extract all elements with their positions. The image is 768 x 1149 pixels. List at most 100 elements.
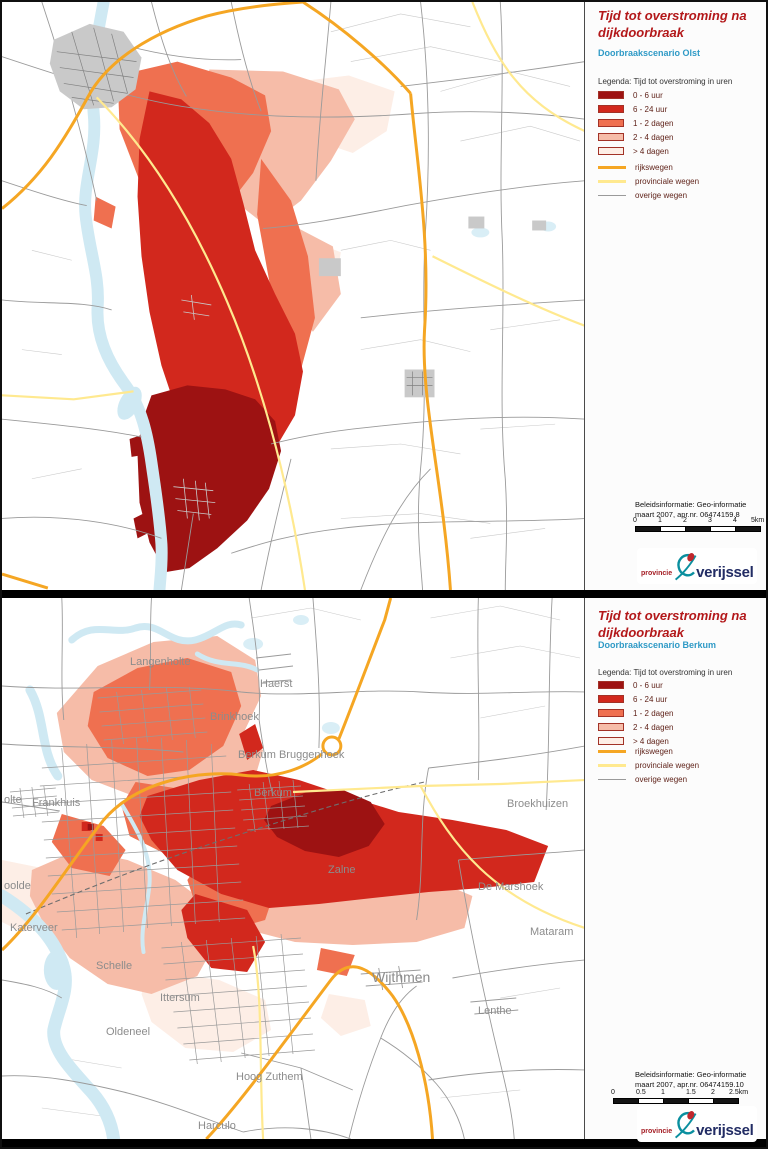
legend-label: 1 - 2 dagen [633, 118, 674, 128]
flood-zone-0-6-uur [87, 789, 385, 857]
flood-legend: 0 - 6 uur 6 - 24 uur 1 - 2 dagen 2 - 4 d… [598, 678, 673, 748]
scenario-subtitle: Doorbraakscenario Olst [598, 48, 701, 58]
legend-item: 1 - 2 dagen [598, 706, 673, 720]
road-legend: rijkswegen provinciale wegen overige weg… [598, 744, 699, 786]
legend-title: Legenda: Tijd tot overstroming in uren [598, 77, 733, 86]
legend-label: 0 - 6 uur [633, 680, 663, 690]
map-panel-olst: Tijd tot overstroming na dijkdoorbraak D… [2, 2, 766, 590]
bottom-border-bar [2, 1139, 766, 1147]
scale-tick: 2 [683, 517, 687, 524]
attribution-line: Beleidsinformatie: Geo-informatie [635, 1070, 747, 1079]
scale-tick: 3 [708, 517, 712, 524]
road-legend-label: rijkswegen [635, 162, 673, 172]
legend-swatch [598, 105, 624, 113]
legend-label: 2 - 4 dagen [633, 132, 674, 142]
national-roads [2, 598, 435, 1139]
overijssel-o-mark-icon [675, 553, 697, 581]
sidebar-berkum: Tijd tot overstroming na dijkdoorbraak D… [585, 598, 766, 1142]
road-legend-item: overige wegen [598, 188, 699, 202]
legend-swatch [598, 695, 624, 703]
legend-swatch [598, 723, 624, 731]
attribution-line: maart 2007, apr.nr. 06474159.10 [635, 1080, 744, 1090]
national-roads [2, 2, 452, 590]
legend-label: > 4 dagen [633, 146, 669, 156]
scale-tick: 0 [633, 517, 637, 524]
map-olst-canvas [2, 2, 584, 590]
urban-streets-in-flood [173, 294, 216, 521]
river-ijssel [79, 2, 557, 590]
scale-tick: 5km [751, 517, 765, 524]
legend-swatch [598, 709, 624, 717]
scale-bar: 0 0.5 1 1.5 2 2.5km [611, 1089, 748, 1104]
field-lines [21, 13, 581, 539]
sidebar-olst: Tijd tot overstroming na dijkdoorbraak D… [585, 2, 766, 590]
legend-swatch [598, 737, 624, 745]
road-line-swatch [598, 194, 626, 196]
map-berkum: Langenholte Haerst Brinkhoek Berkum Bruggen… [2, 598, 585, 1139]
scale-tick: 4 [733, 517, 737, 524]
water [2, 615, 340, 1139]
legend-item: 2 - 4 dagen [598, 130, 673, 144]
scale-tick: 2 [711, 1089, 715, 1096]
road-legend-label: overige wegen [635, 190, 688, 200]
scale-ticks: 0 0.5 1 1.5 2 2.5km [611, 1089, 748, 1098]
legend-item: 0 - 6 uur [598, 88, 673, 102]
logo-prefix: provincie [641, 1128, 673, 1135]
road-legend: rijkswegen provinciale wegen overige weg… [598, 160, 699, 202]
legend-item: 0 - 6 uur [598, 678, 673, 692]
provincie-overijssel-logo: provincie verijssel [637, 548, 758, 584]
logo-wordmark: verijssel [696, 564, 754, 581]
road-line-swatch [598, 749, 626, 753]
legend-label: > 4 dagen [633, 736, 669, 746]
road-legend-item: rijkswegen [598, 160, 699, 174]
logo-prefix: provincie [641, 570, 673, 577]
map-panel-berkum: Langenholte Haerst Brinkhoek Berkum Bruggen… [2, 598, 766, 1142]
attribution-line: maart 2007, apr.nr. 06474159.8 [635, 510, 740, 520]
road-legend-item: provinciale wegen [598, 758, 699, 772]
legend-label: 0 - 6 uur [633, 90, 663, 100]
legend-label: 6 - 24 uur [633, 694, 668, 704]
scale-tick: 1 [658, 517, 662, 524]
legend-swatch [598, 147, 624, 155]
legend-swatch [598, 91, 624, 99]
road-legend-item: provinciale wegen [598, 174, 699, 188]
legend-item: > 4 dagen [598, 734, 673, 748]
provincial-roads [2, 2, 584, 590]
legend-swatch [598, 119, 624, 127]
road-legend-label: provinciale wegen [635, 760, 700, 770]
legend-item: 1 - 2 dagen [598, 116, 673, 130]
road-legend-label: rijkswegen [635, 746, 673, 756]
scale-tick: 1.5 [686, 1089, 696, 1096]
scale-tick: 0 [611, 1089, 615, 1096]
panel-divider [2, 590, 766, 598]
logo-wordmark: verijssel [696, 1122, 754, 1139]
page-title: Tijd tot overstroming na dijkdoorbraak [598, 608, 747, 640]
map-berkum-canvas [2, 598, 584, 1139]
attribution: Beleidsinformatie: Geo-informatie maart … [635, 500, 746, 520]
legend-label: 1 - 2 dagen [633, 708, 674, 718]
legend-item: 6 - 24 uur [598, 102, 673, 116]
provincial-roads [252, 778, 584, 1139]
scenario-subtitle: Doorbraakscenario Berkum [598, 640, 717, 650]
field-lines [41, 605, 581, 1117]
scale-ticks: 0 1 2 3 4 5km [633, 517, 765, 526]
road-legend-label: overige wegen [635, 774, 688, 784]
legend-swatch [598, 133, 624, 141]
legend-swatch [598, 681, 624, 689]
legend-label: 2 - 4 dagen [633, 722, 674, 732]
scale-tick: 1 [661, 1089, 665, 1096]
minor-roads [2, 598, 584, 1139]
flood-zone-0-6-uur [129, 385, 282, 573]
scale-tick: 0.5 [636, 1089, 646, 1096]
road-line-swatch [598, 763, 626, 767]
scale-tick: 2.5km [729, 1089, 749, 1096]
overijssel-o-mark-icon [675, 1111, 697, 1139]
road-line-swatch [598, 179, 626, 183]
map-olst [2, 2, 585, 590]
legend-item: 6 - 24 uur [598, 692, 673, 706]
attribution-line: Beleidsinformatie: Geo-informatie [635, 500, 747, 509]
legend-title: Legenda: Tijd tot overstroming in uren [598, 668, 733, 677]
attribution: Beleidsinformatie: Geo-informatie maart … [635, 1070, 746, 1090]
road-legend-label: provinciale wegen [635, 176, 700, 186]
